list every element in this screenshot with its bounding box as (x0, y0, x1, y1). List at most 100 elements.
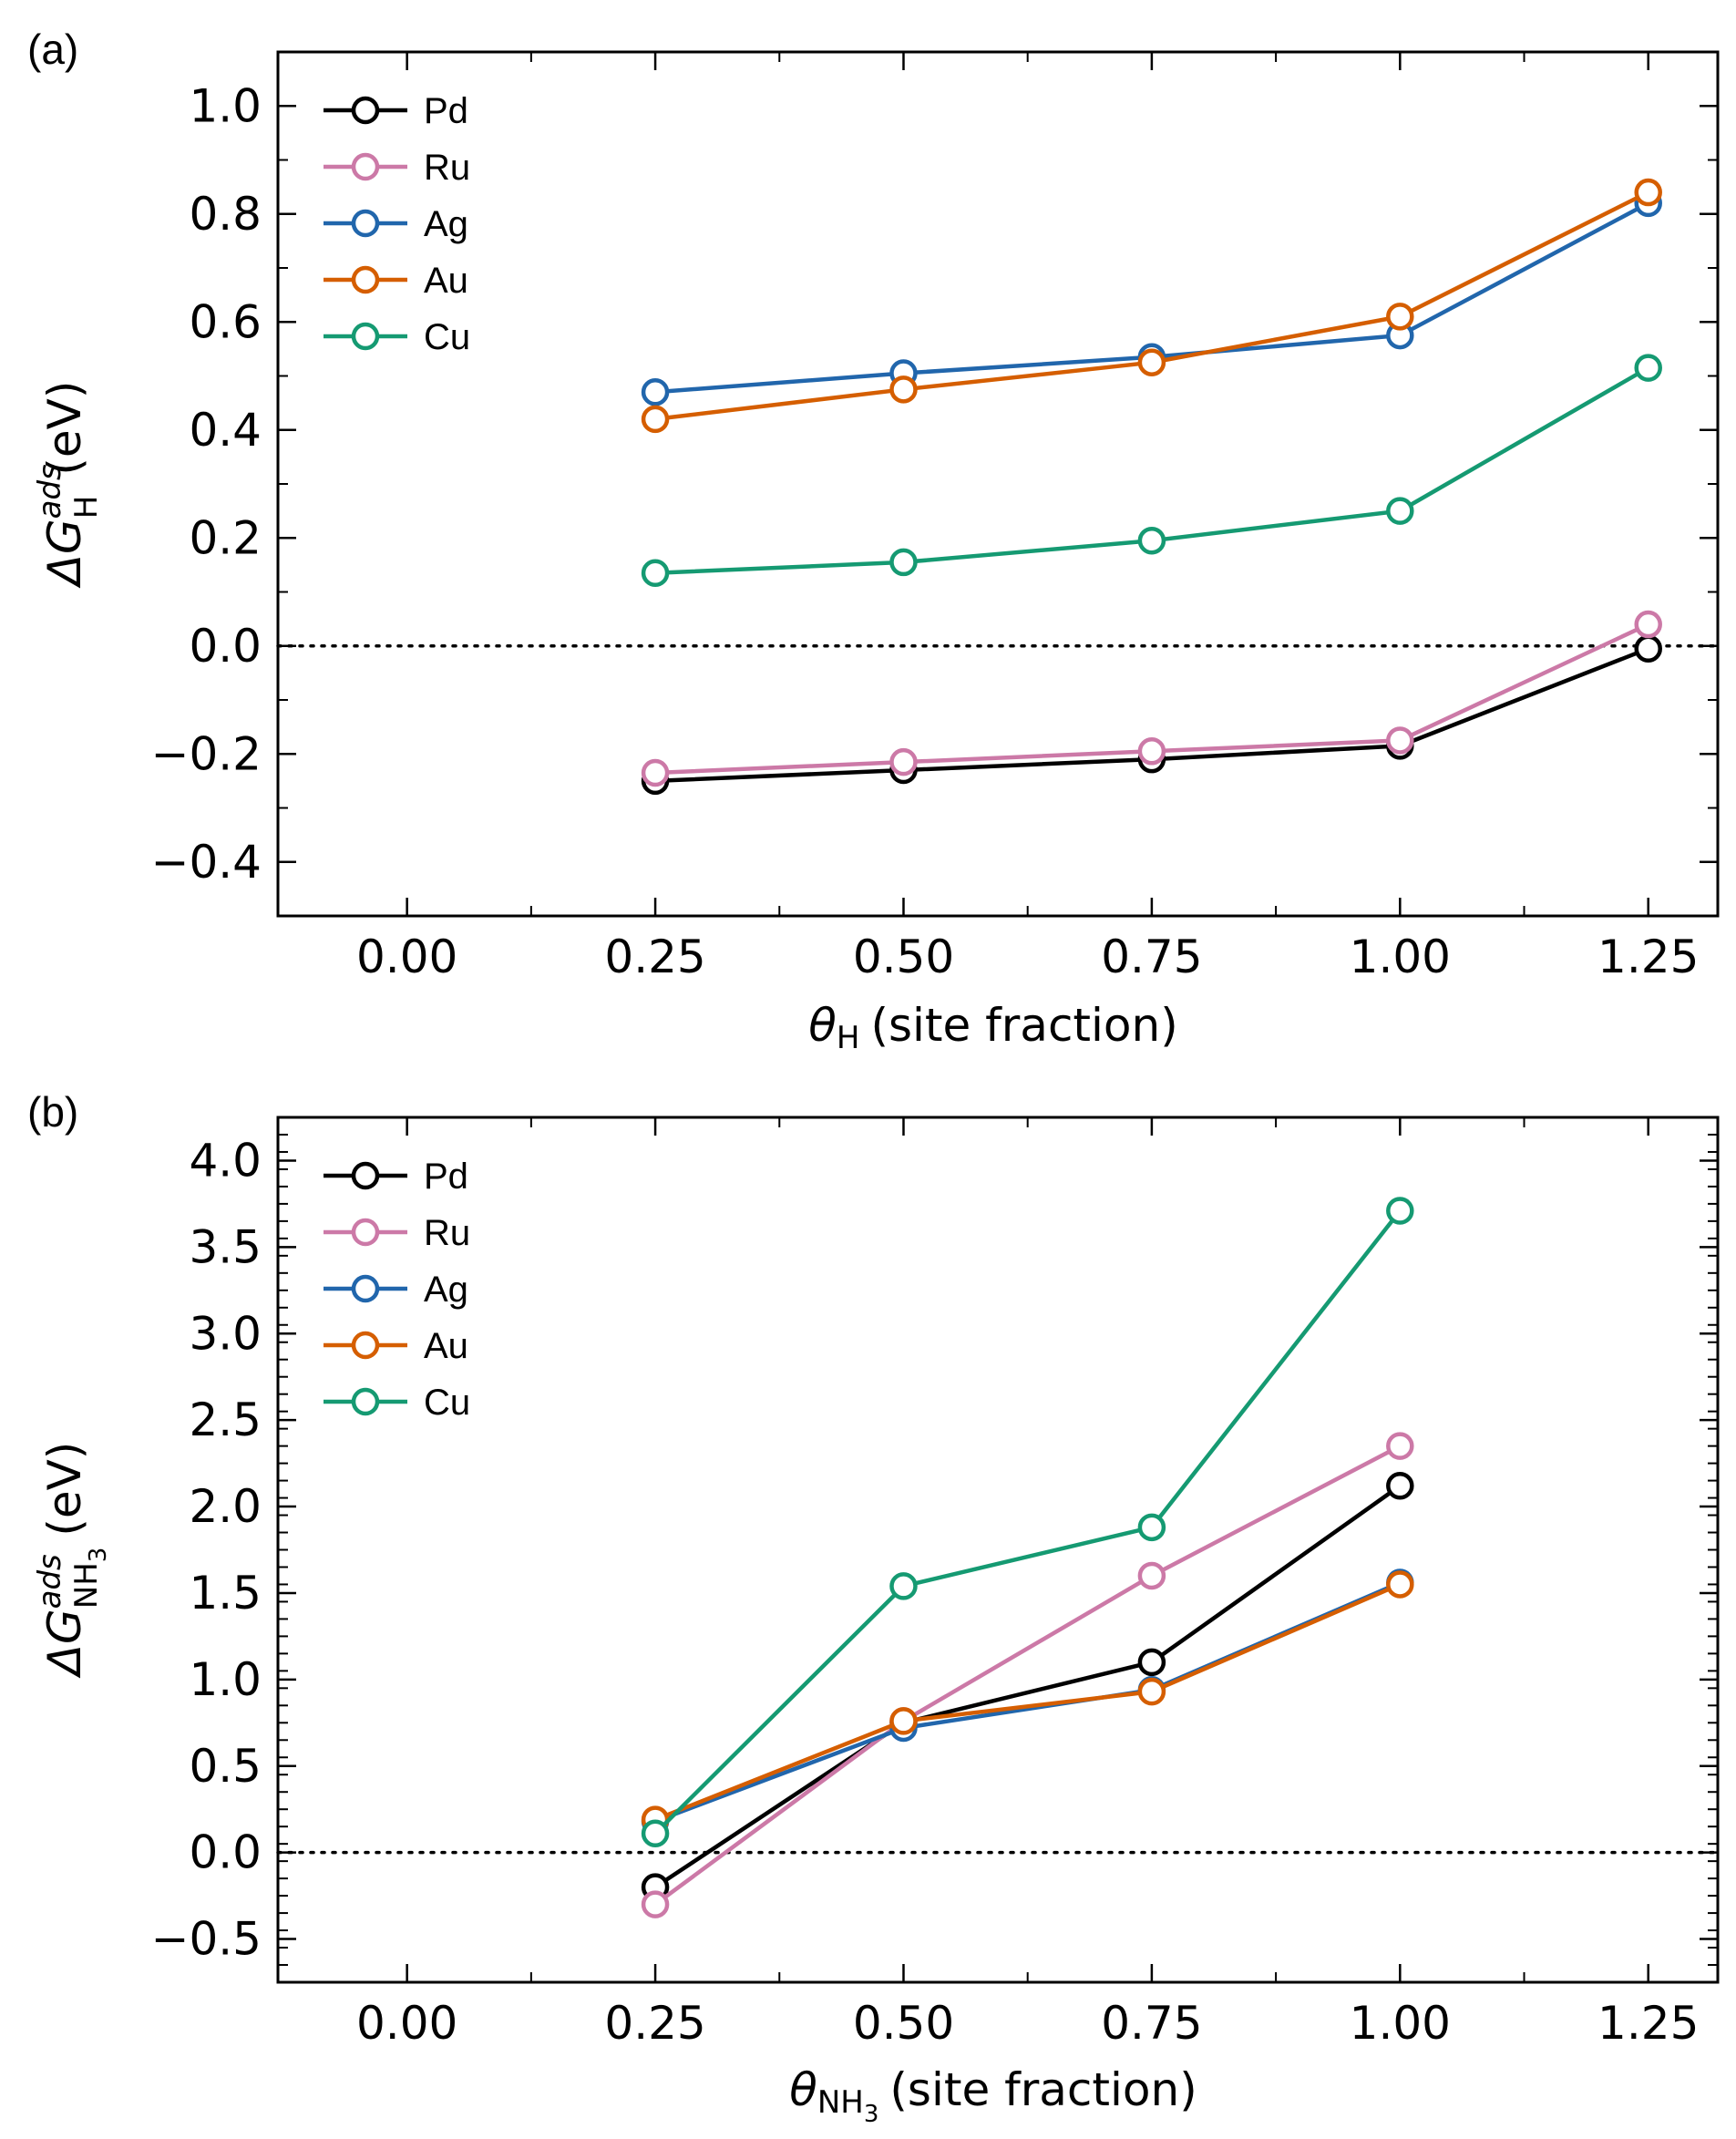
panel-a-series-ru-point (1634, 610, 1662, 639)
panel-a-x-axis-rest: (site fraction) (870, 999, 1177, 1052)
panel-b-y-tick-label: 0.0 (189, 1826, 262, 1879)
panel-a-y-axis-sup: ads (32, 464, 68, 519)
panel-b-x-axis-rest: (site fraction) (889, 2063, 1197, 2116)
panel-a-legend-au-label: Au (424, 261, 468, 301)
panel-a-legend-cu-label: Cu (424, 317, 470, 357)
panel-b-legend-cu-label: Cu (424, 1383, 470, 1423)
panel-b-series-ru-line (653, 1444, 1402, 1907)
panel-b-series-ru-point (1386, 1432, 1414, 1460)
panel-b-x-tick-label: 0.00 (356, 1997, 457, 2050)
panel-a-y-axis-rest: (eV) (38, 381, 91, 476)
panel-b-series-cu-point (641, 1819, 670, 1848)
panel-b-series-pd-point (1386, 1472, 1414, 1500)
panel-a-y-tick-label: −0.2 (151, 727, 262, 780)
panel-b-series-au-point (1386, 1570, 1414, 1599)
panel-b-legend-ag-label: Ag (424, 1270, 468, 1310)
panel-b-x-axis-label: θNH3 (site fraction) (789, 2063, 1197, 2128)
panel-b-y-tick-label: 3.5 (189, 1220, 262, 1273)
panel-a-series-cu-point (1634, 354, 1662, 382)
panel-a-legend-pd-marker (351, 96, 380, 125)
panel-a-series-ru-point (889, 747, 918, 776)
panel-b-y-tick-label: −0.5 (151, 1913, 262, 1966)
panel-b-label: (b) (27, 1088, 78, 1136)
panel-a-legend-ag-label: Ag (424, 204, 468, 244)
panel-a-x-tick-label: 1.00 (1350, 931, 1451, 983)
panel-a-x-tick-label: 0.50 (853, 931, 954, 983)
panel-a-y-tick-label: 0.4 (189, 404, 262, 457)
panel-a-series-au-point (641, 405, 670, 434)
panel-a-series-cu-point (1137, 526, 1166, 555)
panel-b-y-axis-sub2: 3 (85, 1548, 112, 1563)
panel-b-legend-pd-marker (351, 1161, 380, 1190)
panel-a-series-au-point (1386, 303, 1414, 331)
panel-a-x-tick-label: 0.25 (604, 931, 705, 983)
panel-a-y-tick-label: 0.8 (189, 188, 262, 241)
panel-b-series-cu-point (1137, 1513, 1166, 1542)
panel-b-y-axis-sub: NH (68, 1562, 105, 1609)
panel-a-x-tick-label: 0.00 (356, 931, 457, 983)
panel-b-y-axis-prefix: ΔG (38, 1609, 91, 1679)
panel-a-series-ru-point (641, 758, 670, 787)
panel-b-legend-ru-marker (351, 1218, 380, 1247)
panel-a-y-axis-label: ΔGadsH (eV) (32, 381, 105, 590)
panel-a-y-tick-label: −0.4 (151, 836, 262, 889)
panel-b-x-tick-label: 0.50 (853, 1997, 954, 2050)
panel-a-y-tick-label: 0.6 (189, 295, 262, 348)
panel-b-x-tick-label: 1.25 (1597, 1997, 1699, 2050)
panel-a-x-axis-label: θH (site fraction) (808, 999, 1177, 1056)
panel-a-legend-au-marker (351, 265, 380, 294)
panel-a-series-ag-point (641, 378, 670, 406)
panel-a-x-tick-label: 1.25 (1597, 931, 1699, 983)
panel-a-series-au-point (1137, 348, 1166, 376)
panel-b-y-tick-label: 2.0 (189, 1480, 262, 1533)
panel-b-series-ru-point (641, 1890, 670, 1918)
panel-b-series-ru-point (1137, 1561, 1166, 1590)
panel-b-x-axis-symbol: θ (789, 2063, 817, 2116)
panel-b-series-au-point (1137, 1677, 1166, 1706)
panel-a-y-tick-label: 0.0 (189, 620, 262, 673)
panel-b-plot: 0.00 0.25 0.50 0.75 1.00 1.25 −0.5 0.0 0.5 1.0 1.5… (151, 1116, 1720, 2050)
panel-a-series-cu-point (641, 559, 670, 588)
panel-b-y-tick-label: 2.5 (189, 1393, 262, 1446)
panel-a-y-tick-label: 1.0 (189, 79, 262, 132)
panel-b-series-au-point (889, 1707, 918, 1735)
panel-a-legend-cu-marker (351, 322, 380, 351)
panel-b-y-tick-label: 1.0 (189, 1653, 262, 1706)
panel-b-legend-ag-marker (351, 1274, 380, 1303)
panel-a-x-tick-label: 0.75 (1101, 931, 1202, 983)
panel-b-series-au-line (654, 1582, 1402, 1822)
panel-b-y-axis-sup: ads (32, 1554, 68, 1609)
panel-a-series-ru-point (1137, 737, 1166, 766)
panel-a-series-cu-point (889, 548, 918, 577)
panel-b-series-pd-point (1137, 1648, 1166, 1677)
panel-a-y-tick-label: 0.2 (189, 511, 262, 564)
panel-b-x-axis-subscript2: 3 (864, 2101, 879, 2128)
panel-b-legend-cu-marker (351, 1387, 380, 1416)
panel-a-series-au-point (889, 375, 918, 404)
panel-b-y-tick-label: 3.0 (189, 1307, 262, 1360)
panel-a-series-cu-point (1386, 497, 1414, 525)
panel-b-series-cu-line (653, 1209, 1402, 1836)
panel-b-legend-pd-label: Pd (424, 1157, 468, 1197)
panel-b-x-tick-label: 1.00 (1350, 1997, 1451, 2050)
panel-b-legend-au-label: Au (424, 1326, 468, 1366)
panel-b: (b) 0.00 0.25 0.50 0.75 1.00 1.25 −0.5 0.0 0.5 1.… (27, 1088, 1720, 2128)
panel-a-series-au-point (1634, 178, 1662, 207)
panel-b-x-tick-label: 0.25 (604, 1997, 705, 2050)
panel-a-label: (a) (27, 26, 78, 73)
panel-b-y-tick-label: 0.5 (189, 1740, 262, 1793)
panel-b-y-tick-label: 4.0 (189, 1134, 262, 1187)
panel-a-plot: 0.00 0.25 0.50 0.75 1.00 1.25 −0.4 −0.2 0.0 0.2 0.… (151, 50, 1720, 983)
panel-a-legend-ag-marker (351, 209, 380, 238)
panel-b-series-cu-point (889, 1572, 918, 1600)
panel-b-x-axis-subscript: NH (817, 2084, 864, 2121)
panel-a-frame (276, 50, 1720, 918)
panel-a-y-axis-sub: H (68, 496, 105, 519)
panel-a-legend-ru-label: Ru (424, 148, 470, 188)
panel-a: (a) 0.00 0.25 0.50 0.75 1.00 1.25−0.4−0.20.00… (27, 26, 1720, 1056)
panel-b-frame (276, 1116, 1720, 1984)
panel-a-series-ru-point (1386, 726, 1414, 755)
panel-b-legend-ru-label: Ru (424, 1213, 470, 1253)
panel-a-series-pd-point (1634, 634, 1662, 663)
